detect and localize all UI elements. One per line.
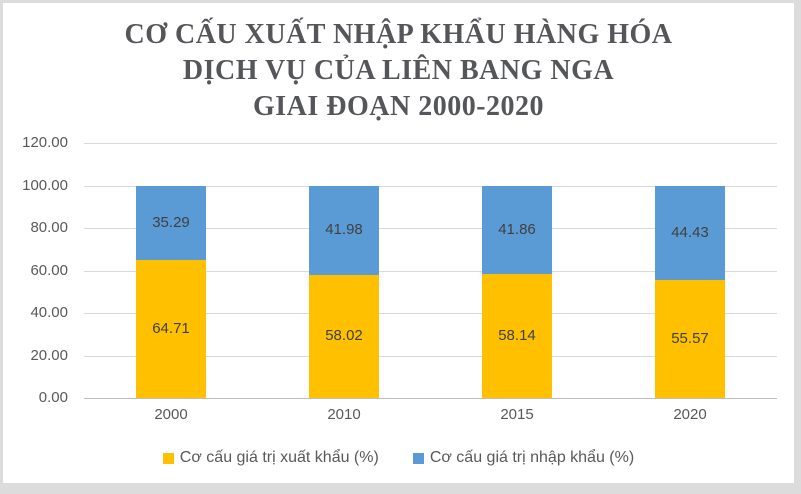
chart-title-line-3: GIAI ĐOẠN 2000-2020 [252, 91, 545, 122]
bar-segment-import [482, 185, 552, 275]
legend: Cơ cấu giá trị xuất khẩu (%) Cơ cấu giá t… [3, 449, 794, 467]
legend-swatch-import [412, 452, 424, 464]
gridline [84, 186, 777, 187]
gridline [84, 143, 777, 144]
data-label: 41.86 [498, 221, 536, 238]
data-label: 58.02 [325, 327, 363, 344]
y-tick-label: 40.00 [30, 304, 68, 321]
gridline [84, 356, 777, 357]
y-tick-label: 20.00 [30, 347, 68, 364]
chart-title-line-1: CƠ CẤU XUẤT NHẬP KHẨU HÀNG HÓA [124, 19, 673, 50]
y-tick-label: 100.00 [22, 177, 68, 194]
legend-item: Cơ cấu giá trị nhập khẩu (%) [412, 449, 635, 467]
bar-segment-export [136, 260, 206, 398]
data-label: 35.29 [152, 214, 190, 231]
data-label: 44.43 [671, 224, 709, 241]
data-label: 58.14 [498, 327, 536, 344]
bar-segment-export [309, 274, 379, 398]
chart-title: CƠ CẤU XUẤT NHẬP KHẨU HÀNG HÓA DỊCH VỤ C… [3, 17, 794, 125]
legend-label: Cơ cấu giá trị nhập khẩu (%) [429, 449, 635, 466]
y-tick-label: 0.00 [38, 389, 68, 406]
bar-segment-import [655, 185, 725, 280]
x-tick-label: 2020 [673, 406, 707, 423]
bar-segment-export [482, 274, 552, 398]
gridline [84, 228, 777, 229]
data-label: 41.98 [325, 221, 363, 238]
gridline [84, 271, 777, 272]
y-tick-label: 120.00 [22, 134, 68, 151]
data-label: 55.57 [671, 330, 709, 347]
x-axis-line [84, 398, 777, 399]
bar-segment-import [309, 185, 379, 275]
x-tick-label: 2015 [500, 406, 534, 423]
data-label: 64.71 [152, 320, 190, 337]
legend-item: Cơ cấu giá trị xuất khẩu (%) [162, 449, 379, 467]
y-tick-label: 60.00 [30, 262, 68, 279]
gridline [84, 313, 777, 314]
x-tick-label: 2010 [327, 406, 361, 423]
x-tick-label: 2000 [154, 406, 188, 423]
bar-segment-export [655, 279, 725, 398]
bar-segment-import [136, 185, 206, 261]
y-tick-label: 80.00 [30, 219, 68, 236]
chart-title-line-2: DỊCH VỤ CỦA LIÊN BANG NGA [182, 55, 615, 86]
legend-label: Cơ cấu giá trị xuất khẩu (%) [179, 449, 379, 466]
legend-swatch-export [162, 452, 174, 464]
